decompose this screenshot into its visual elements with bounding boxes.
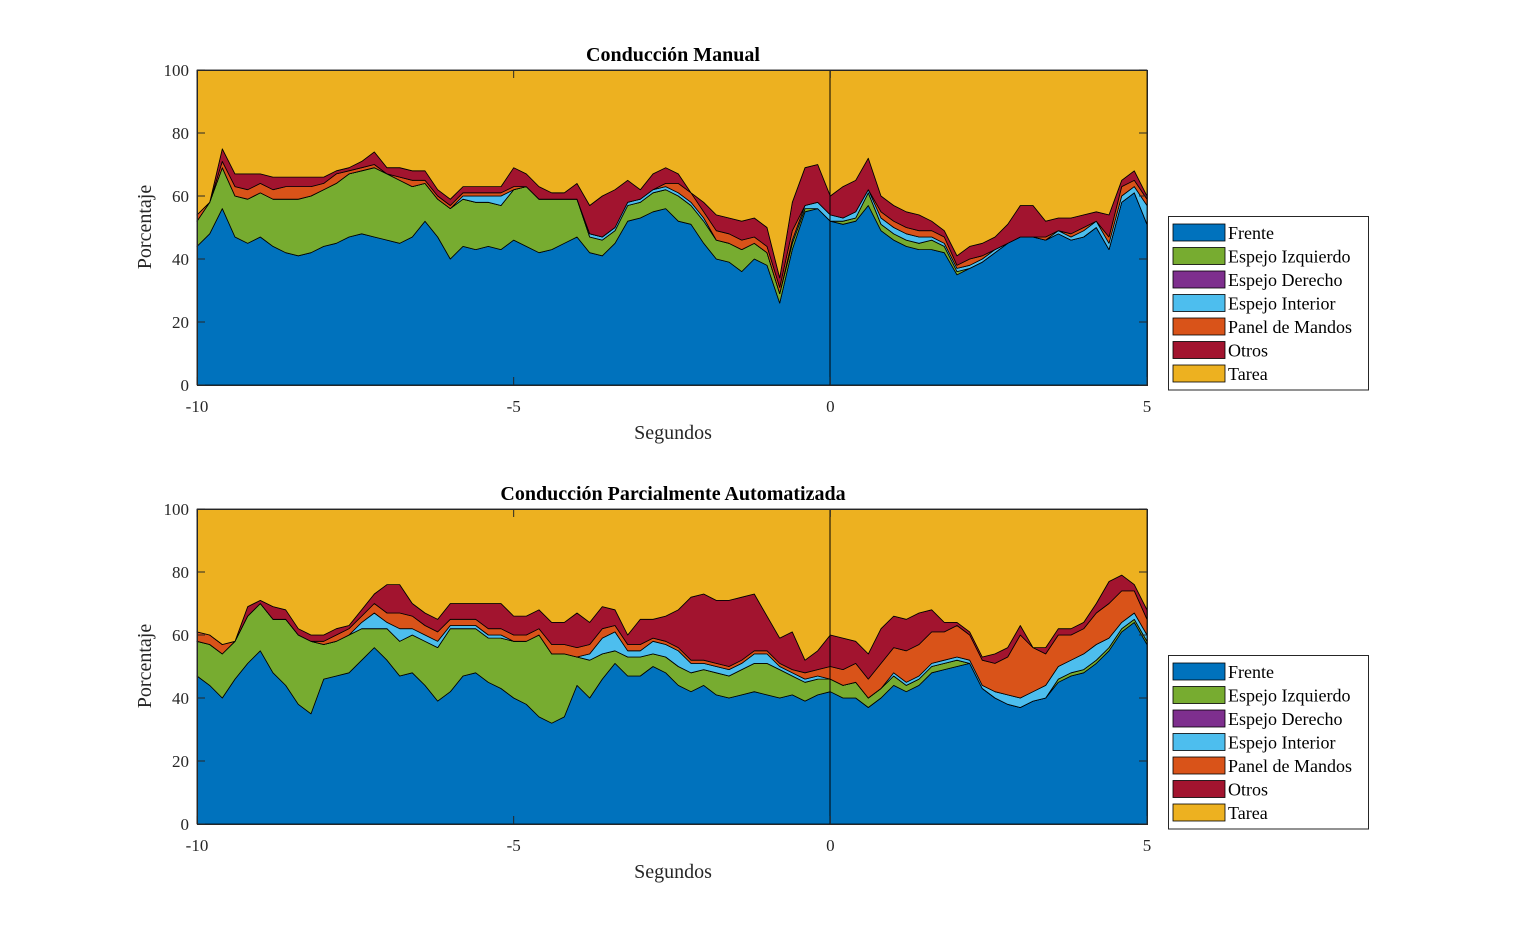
legend-swatch: [1172, 803, 1226, 822]
legend-swatch: [1172, 709, 1226, 728]
legend: Frente Espejo Izquierdo Espejo Derecho Espe…: [1168, 216, 1369, 391]
axis-ticks: -10 -5 0 5 0 20 40 60 80 100: [164, 500, 1152, 855]
x-axis-label: Segundos: [634, 861, 712, 883]
legend-label: Otros: [1228, 341, 1268, 361]
y-tick-label: 40: [172, 250, 189, 269]
chart-bottom: Conducción Parcialmente Automatizada -10…: [134, 483, 1369, 883]
chart-title: Conducción Parcialmente Automatizada: [500, 483, 845, 505]
x-tick-label: 0: [826, 397, 835, 416]
y-tick-label: 80: [172, 563, 189, 582]
x-tick-label: -5: [507, 397, 521, 416]
x-axis-label: Segundos: [634, 422, 712, 444]
legend-swatch: [1172, 662, 1226, 681]
y-axis-label: Porcentaje: [134, 185, 156, 270]
legend-label: Panel de Mandos: [1228, 317, 1352, 337]
legend-swatch: [1172, 270, 1226, 289]
area-series-group: [196, 69, 1148, 386]
y-tick-label: 0: [181, 815, 190, 834]
x-tick-label: -5: [507, 836, 521, 855]
legend-label: Espejo Interior: [1228, 733, 1335, 753]
legend-swatch: [1172, 756, 1226, 775]
legend-label: Tarea: [1228, 803, 1268, 823]
legend-label: Espejo Derecho: [1228, 270, 1342, 290]
plot-frame: [197, 509, 1148, 825]
y-tick-label: 0: [181, 376, 190, 395]
legend-label: Espejo Izquierdo: [1228, 247, 1350, 267]
legend-label: Frente: [1228, 223, 1274, 243]
axis-ticks: -10 -5 0 5 0 20 40 60 80 100: [164, 61, 1152, 416]
legend-label: Espejo Derecho: [1228, 709, 1342, 729]
legend-swatch: [1172, 317, 1226, 336]
area-series-group: [196, 508, 1148, 825]
y-tick-label: 60: [172, 626, 189, 645]
x-tick-label: 0: [826, 836, 835, 855]
chart-title: Conducción Manual: [586, 44, 760, 66]
y-tick-label: 100: [164, 500, 190, 519]
legend-label: Otros: [1228, 780, 1268, 800]
chart-top: Conducción Manual -10 -5 0 5 0 20 40 60 80 100 Se…: [134, 44, 1369, 444]
legend-swatch: [1172, 223, 1226, 242]
y-tick-label: 40: [172, 689, 189, 708]
legend-swatch: [1172, 780, 1226, 798]
legend-label: Tarea: [1228, 364, 1268, 384]
legend-swatch: [1172, 686, 1226, 704]
legend-label: Frente: [1228, 662, 1274, 682]
y-tick-label: 80: [172, 124, 189, 143]
legend-label: Espejo Interior: [1228, 294, 1335, 314]
legend-swatch: [1172, 341, 1226, 359]
x-tick-label: -10: [186, 836, 209, 855]
y-tick-label: 60: [172, 187, 189, 206]
legend-swatch: [1172, 364, 1226, 383]
legend-label: Panel de Mandos: [1228, 756, 1352, 776]
legend: Frente Espejo Izquierdo Espejo Derecho Espe…: [1168, 655, 1369, 830]
legend-swatch: [1172, 247, 1226, 265]
legend-label: Espejo Izquierdo: [1228, 686, 1350, 706]
y-tick-label: 20: [172, 313, 189, 332]
x-tick-label: 5: [1143, 397, 1152, 416]
legend-swatch: [1172, 733, 1226, 751]
legend-swatch: [1172, 294, 1226, 312]
y-axis-label: Porcentaje: [134, 624, 156, 709]
y-tick-label: 20: [172, 752, 189, 771]
x-tick-label: 5: [1143, 836, 1152, 855]
x-tick-label: -10: [186, 397, 209, 416]
y-tick-label: 100: [164, 61, 190, 80]
plot-frame: [197, 70, 1148, 386]
